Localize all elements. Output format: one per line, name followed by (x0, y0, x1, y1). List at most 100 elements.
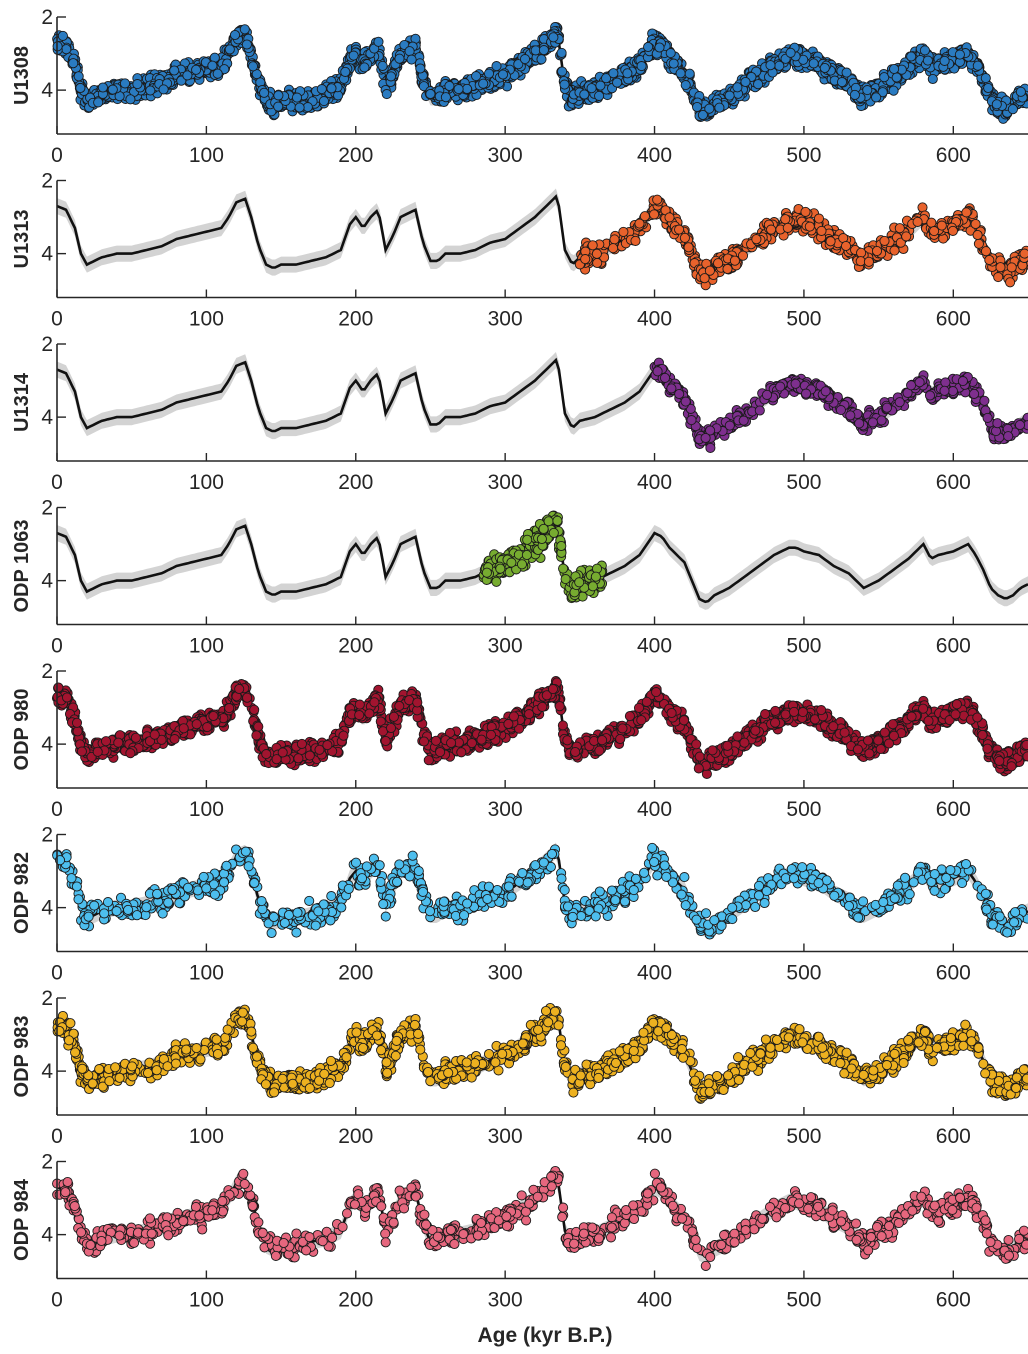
y-tick-label: 2 (41, 333, 53, 356)
data-point (556, 47, 567, 58)
data-point (753, 79, 764, 90)
x-tick-label: 600 (936, 144, 971, 167)
data-point (478, 78, 489, 89)
x-tick-label: 200 (338, 308, 373, 331)
data-point (697, 109, 708, 121)
data-point (1019, 248, 1028, 259)
data-point (804, 221, 815, 232)
data-point (326, 83, 337, 94)
data-point (158, 84, 169, 95)
data-point (385, 71, 397, 82)
data-point (622, 68, 633, 79)
data-point (574, 577, 585, 588)
data-point (901, 231, 912, 242)
data-point (521, 549, 532, 561)
data-point (680, 396, 691, 407)
data-point (119, 78, 131, 89)
data-point (552, 515, 563, 526)
data-point (936, 220, 947, 231)
data-point (491, 576, 502, 587)
data-point (674, 224, 685, 235)
data-point (891, 72, 902, 83)
data-point (516, 559, 528, 570)
x-tick-label: 500 (786, 471, 821, 494)
data-point (876, 415, 887, 426)
data-point (592, 257, 603, 269)
data-point (668, 58, 679, 69)
data-point (954, 49, 965, 60)
data-point (61, 44, 72, 55)
data-point (241, 39, 252, 50)
data-point (1015, 86, 1026, 97)
data-point (894, 397, 905, 408)
data-point (813, 213, 825, 224)
data-point (914, 377, 925, 388)
data-point (666, 383, 677, 394)
data-point (740, 76, 751, 88)
data-point (57, 30, 68, 41)
data-point (548, 527, 559, 538)
data-point (247, 61, 259, 72)
data-point (765, 60, 776, 71)
data-point (68, 58, 79, 69)
data-point (863, 256, 874, 267)
data-point (854, 418, 865, 429)
x-tick-label: 100 (189, 471, 224, 494)
data-point (993, 272, 1004, 283)
data-point (1007, 104, 1018, 115)
x-tick-label: 0 (51, 144, 63, 167)
data-point (506, 557, 517, 568)
data-point (630, 235, 641, 246)
data-point (249, 704, 260, 715)
data-point (995, 262, 1006, 273)
data-point (316, 84, 327, 95)
data-point (775, 381, 786, 392)
x-tick-label: 400 (637, 471, 672, 494)
data-point (654, 42, 665, 53)
data-point (639, 211, 650, 222)
x-tick-label: 500 (786, 635, 821, 658)
x-tick-label: 300 (488, 308, 523, 331)
data-point (973, 238, 984, 249)
data-point (440, 92, 451, 103)
data-point (559, 79, 570, 90)
x-tick-label: 200 (338, 471, 373, 494)
data-point (785, 47, 796, 58)
data-point (273, 90, 284, 101)
data-point (700, 432, 711, 444)
data-point (879, 235, 890, 246)
data-point (618, 226, 629, 237)
data-point (587, 240, 598, 251)
panel-label: ODP 1063 (11, 519, 33, 612)
data-point (906, 380, 917, 391)
data-point (926, 217, 937, 228)
data-point (1014, 419, 1026, 431)
data-point (538, 523, 549, 534)
data-point (947, 386, 958, 397)
data-point (636, 61, 647, 72)
data-point (415, 63, 426, 74)
data-point (889, 63, 900, 75)
data-point (683, 242, 694, 253)
data-point (483, 68, 495, 79)
data-point (841, 67, 852, 78)
data-point (840, 240, 852, 252)
data-point (132, 79, 143, 90)
data-point (705, 442, 716, 453)
x-tick-label: 300 (488, 635, 523, 658)
data-point (608, 68, 619, 79)
data-point (888, 85, 899, 96)
y-tick-label: 4 (41, 406, 53, 429)
data-point (519, 54, 531, 65)
x-tick-label: 0 (51, 635, 63, 658)
y-tick-label: 4 (41, 570, 53, 593)
data-point (595, 80, 606, 91)
data-point (97, 82, 108, 93)
data-point (871, 92, 882, 103)
data-point (548, 32, 559, 43)
data-point (558, 563, 569, 574)
data-point (594, 90, 605, 101)
data-point (790, 378, 801, 389)
